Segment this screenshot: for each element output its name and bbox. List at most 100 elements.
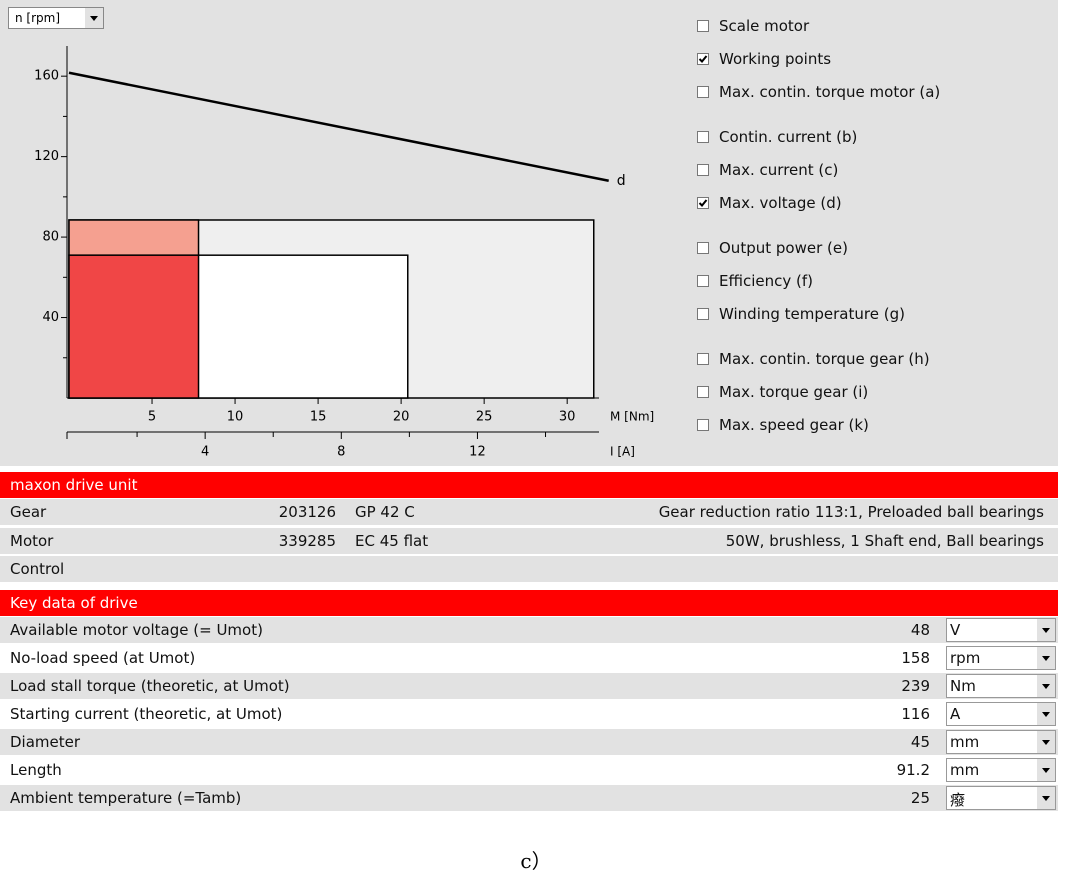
dropdown-arrow <box>1037 759 1055 781</box>
checkbox-label: Max. speed gear (k) <box>719 416 869 434</box>
unit: V <box>950 621 961 639</box>
checkbox[interactable] <box>697 275 709 287</box>
checkbox[interactable] <box>697 20 709 32</box>
dropdown-arrow <box>1037 675 1055 697</box>
description: Gear reduction ratio 113:1, Preloaded ba… <box>658 503 1044 521</box>
checkbox-option[interactable]: Max. torque gear (i) <box>697 382 868 402</box>
arrow-icon <box>1042 656 1050 661</box>
unit-dropdown[interactable]: mm <box>946 730 1056 754</box>
y-tick-label: 120 <box>34 149 59 164</box>
unit: rpm <box>950 649 981 667</box>
checkbox-option[interactable]: Scale motor <box>697 16 809 36</box>
checkbox-option[interactable]: Winding temperature (g) <box>697 304 905 324</box>
checkbox-label: Max. current (c) <box>719 161 839 179</box>
parameter: Available motor voltage (= Umot) <box>10 621 263 639</box>
checkbox-option[interactable]: Max. voltage (d) <box>697 193 842 213</box>
arrow-icon <box>1042 796 1050 801</box>
arrow-icon <box>1042 628 1050 633</box>
y-tick-label: 160 <box>34 69 59 84</box>
dropdown-arrow <box>1037 787 1055 809</box>
key-data-row: Load stall torque (theoretic, at Umot) 23… <box>0 673 1058 699</box>
arrow-icon <box>1042 684 1050 689</box>
checkbox-option[interactable]: Contin. current (b) <box>697 127 857 147</box>
section-header: maxon drive unit <box>0 472 1058 498</box>
value: 91.2 <box>896 761 930 779</box>
checkbox[interactable] <box>697 86 709 98</box>
checkbox-option[interactable]: Max. contin. torque gear (h) <box>697 349 930 369</box>
checkbox[interactable] <box>697 419 709 431</box>
checkbox-label: Working points <box>719 50 832 68</box>
dropdown-arrow <box>85 8 103 28</box>
checkbox-option[interactable]: Max. speed gear (k) <box>697 415 869 435</box>
x-tick-label: 30 <box>559 410 576 425</box>
x2-tick-label: 12 <box>469 445 486 460</box>
chart-panel: n [rpm] 40 80 120 160 5 10 15 20 25 30 M [Nm] 4 8 12 I… <box>0 0 1058 466</box>
parameter: Ambient temperature (=Tamb) <box>10 789 242 807</box>
unit-dropdown[interactable]: V <box>946 618 1056 642</box>
checkbox-option[interactable]: Max. current (c) <box>697 160 838 180</box>
x-tick-label: 10 <box>227 410 244 425</box>
check-mark <box>698 55 708 63</box>
y-tick-label: 40 <box>42 310 59 325</box>
x-tick-label: 25 <box>476 410 493 425</box>
checkbox[interactable] <box>697 197 709 209</box>
part-number: 339285 <box>278 531 336 550</box>
checkbox-option[interactable]: Efficiency (f) <box>697 271 813 291</box>
unit-dropdown[interactable]: rpm <box>946 646 1056 670</box>
key-data-row: Starting current (theoretic, at Umot) 116… <box>0 701 1058 727</box>
check-mark <box>698 199 708 207</box>
unit-dropdown[interactable]: mm <box>946 758 1056 782</box>
checkbox-label: Max. torque gear (i) <box>719 383 869 401</box>
value: 48 <box>910 621 930 639</box>
value: 239 <box>901 677 930 695</box>
unit: 癈 <box>950 791 966 809</box>
checkbox[interactable] <box>697 353 709 365</box>
section-title: maxon drive unit <box>10 476 138 494</box>
part-name: GP 42 C <box>355 503 415 521</box>
arrow-icon <box>90 16 98 21</box>
checkbox[interactable] <box>697 131 709 143</box>
checkbox-label: Contin. current (b) <box>719 128 858 146</box>
checkbox[interactable] <box>697 308 709 320</box>
unit-dropdown[interactable]: Nm <box>946 674 1056 698</box>
checkbox[interactable] <box>697 386 709 398</box>
line-d <box>68 71 609 182</box>
value: 25 <box>910 789 930 807</box>
x2-tick-label: 4 <box>201 445 209 460</box>
checkbox-label: Scale motor <box>719 17 810 35</box>
checkbox-label: Efficiency (f) <box>719 272 814 290</box>
component: Control <box>10 560 65 578</box>
checkbox[interactable] <box>697 164 709 176</box>
x-tick-label: 5 <box>148 410 156 425</box>
unit: mm <box>950 761 980 779</box>
checkbox-option[interactable]: Output power (e) <box>697 238 848 258</box>
x-tick-label: 20 <box>393 410 410 425</box>
parameter: Diameter <box>10 733 81 751</box>
parameter: Starting current (theoretic, at Umot) <box>10 705 283 723</box>
description: 50W, brushless, 1 Shaft end, Ball bearin… <box>725 531 1044 550</box>
key-data-row: Available motor voltage (= Umot) 48 V <box>0 617 1058 643</box>
parameter: Length <box>10 761 62 779</box>
part-name: EC 45 flat <box>355 531 429 550</box>
parameter: Load stall torque (theoretic, at Umot) <box>10 677 290 695</box>
unit-dropdown[interactable]: A <box>946 702 1056 726</box>
value: 158 <box>901 649 930 667</box>
unit-dropdown[interactable]: 癈 <box>946 786 1056 810</box>
checkbox-option[interactable]: Max. contin. torque motor (a) <box>697 82 940 102</box>
arrow-icon <box>1042 768 1050 773</box>
component: Gear <box>10 503 47 521</box>
y-quantity-dropdown[interactable]: n [rpm] <box>8 7 104 29</box>
checkbox[interactable] <box>697 242 709 254</box>
key-data-row: No-load speed (at Umot) 158 rpm <box>0 645 1058 671</box>
region <box>68 254 200 399</box>
checkbox-option[interactable]: Working points <box>697 49 831 69</box>
arrow-icon <box>1042 712 1050 717</box>
component: Motor <box>10 531 54 550</box>
chart: 40 80 120 160 5 10 15 20 25 30 M [Nm] 4 8 12 I [A] d <box>34 46 654 460</box>
dropdown-arrow <box>1037 731 1055 753</box>
section-header: Key data of drive <box>0 590 1058 616</box>
checkbox-label: Max. contin. torque gear (h) <box>719 350 930 368</box>
checkbox-label: Max. contin. torque motor (a) <box>719 83 941 101</box>
region <box>68 219 200 256</box>
checkbox[interactable] <box>697 53 709 65</box>
